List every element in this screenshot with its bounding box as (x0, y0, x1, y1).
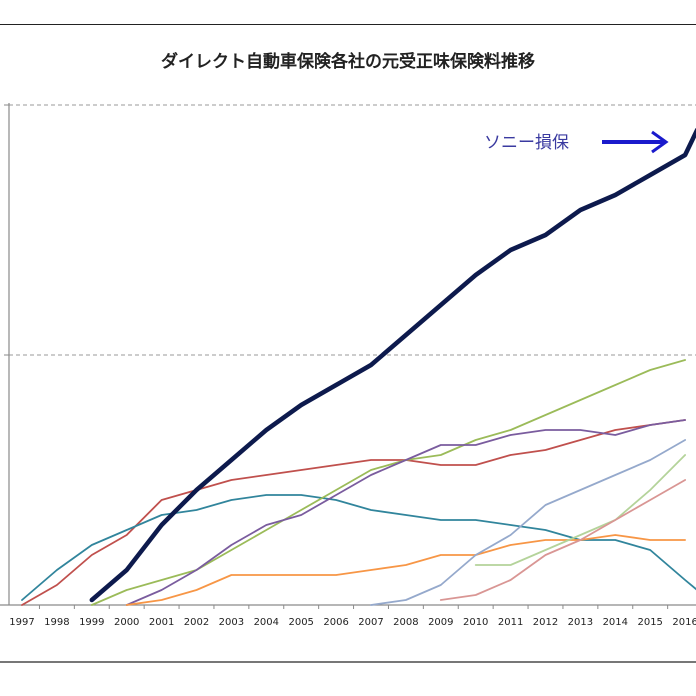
series-line-purple (125, 419, 686, 606)
x-tick-label: 2016 (672, 617, 696, 628)
x-axis-ticks: 1997 1998 1999 2000 2001 2002 2003 2004 2005 2006… (9, 605, 696, 628)
gridlines (9, 104, 696, 356)
series-lines (21, 128, 696, 606)
x-tick-label: 2010 (463, 617, 488, 628)
series-line-orange (125, 534, 686, 606)
x-tick-label: 1997 (9, 617, 34, 628)
x-tick-label: 2002 (184, 617, 209, 628)
x-tick-label: 1998 (44, 617, 69, 628)
x-tick-label: 2011 (498, 617, 523, 628)
chart-frame-bottom-border (0, 661, 696, 663)
chart-title: ダイレクト自動車保険各社の元受正味保険料推移 (161, 52, 535, 72)
x-tick-label: 2007 (358, 617, 383, 628)
x-tick-label: 2015 (637, 617, 662, 628)
x-tick-label: 2008 (393, 617, 418, 628)
x-tick-label: 2013 (568, 617, 593, 628)
series-line-red (21, 419, 686, 606)
x-tick-label: 2001 (149, 617, 174, 628)
x-tick-label: 2003 (219, 617, 244, 628)
series-line-teal (21, 494, 696, 601)
x-tick-label: 2004 (254, 617, 279, 628)
x-tick-label: 1999 (79, 617, 104, 628)
series-line-steelblue (370, 439, 686, 606)
series-line-sony (89, 128, 696, 603)
series-line-lightgreen (474, 454, 686, 566)
annotation-group: ソニー損保 (484, 130, 669, 154)
x-tick-label: 2000 (114, 617, 139, 628)
series-line-pink (439, 479, 686, 601)
x-tick-label: 2006 (323, 617, 348, 628)
x-tick-label: 2009 (428, 617, 453, 628)
arrow-right-icon (651, 130, 669, 154)
x-tick-label: 2014 (603, 617, 628, 628)
series-line-olive (90, 359, 686, 606)
x-tick-label: 2012 (533, 617, 558, 628)
axes (0, 103, 696, 606)
annotation-label: ソニー損保 (484, 133, 569, 153)
chart-frame-top-border (0, 24, 696, 25)
x-tick-label: 2005 (288, 617, 313, 628)
